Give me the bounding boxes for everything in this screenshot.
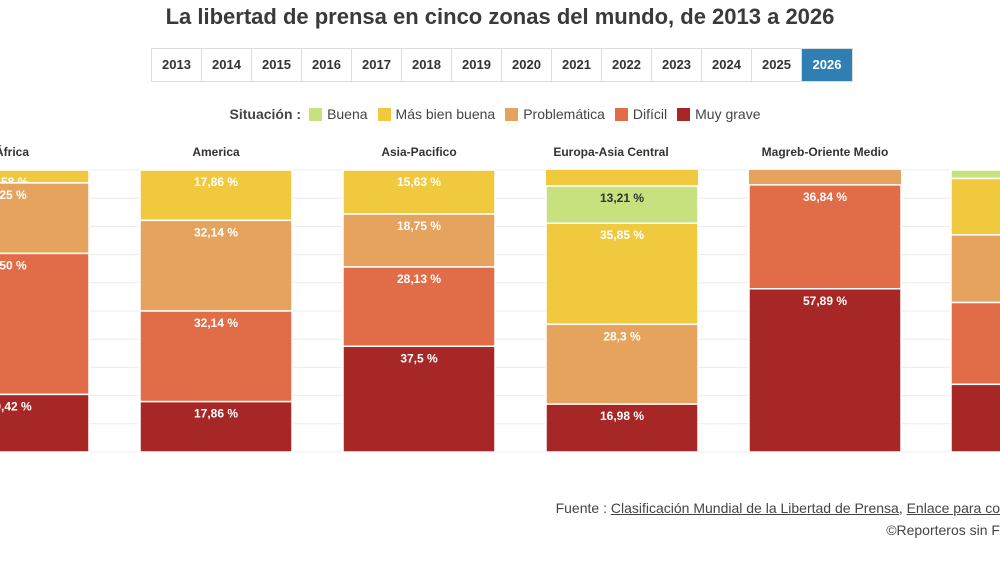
- legend-label: Difícil: [632, 106, 668, 122]
- bar-segment[interactable]: [342, 266, 496, 348]
- bar-segment[interactable]: [342, 213, 496, 268]
- bar-segment[interactable]: [950, 234, 1000, 304]
- bar-segment[interactable]: [0, 252, 90, 396]
- chart-title: La libertad de prensa en cinco zonas del…: [165, 4, 835, 29]
- year-button-2015[interactable]: 2015: [252, 49, 302, 81]
- data-label: 35,85 %: [600, 228, 644, 242]
- year-button-2020[interactable]: 2020: [502, 49, 552, 81]
- bar-segment[interactable]: [342, 345, 496, 453]
- category-label: Magreb-Oriente Medio: [762, 145, 889, 159]
- legend-item: Muy grave: [677, 106, 760, 122]
- source-link-more[interactable]: Enlace para co: [906, 500, 1000, 516]
- bar-segment[interactable]: [0, 182, 90, 255]
- legend-label: Buena: [327, 106, 368, 122]
- data-label: 15,63 %: [397, 175, 441, 189]
- legend-label: Muy grave: [695, 106, 761, 122]
- legend: Situación : Buena Más bien buena Problemát…: [0, 106, 1000, 122]
- bar-segment[interactable]: [950, 169, 1000, 180]
- year-button-2017[interactable]: 2017: [352, 49, 402, 81]
- legend-item: Problemática: [505, 106, 605, 122]
- bar-segment[interactable]: [545, 222, 699, 326]
- bar-segment[interactable]: [748, 288, 902, 453]
- data-label: 17,86 %: [194, 407, 238, 421]
- year-selector: 2013 2014 2015 2016 2017 2018 2019 2020 2021 2022…: [151, 48, 853, 82]
- bar-segment[interactable]: [748, 184, 902, 290]
- year-button-2014[interactable]: 2014: [202, 49, 252, 81]
- legend-title: Situación :: [229, 106, 302, 122]
- source-prefix: Fuente :: [555, 500, 611, 516]
- bar-segment[interactable]: [749, 170, 901, 185]
- data-label: 32,14 %: [194, 225, 238, 239]
- source-separator: ,: [898, 500, 907, 516]
- legend-swatch: [677, 107, 691, 121]
- data-label: 57,89 %: [803, 294, 847, 308]
- legend-item: Más bien buena: [377, 106, 496, 122]
- year-button-2022[interactable]: 2022: [602, 49, 652, 81]
- year-button-2019[interactable]: 2019: [452, 49, 502, 81]
- category-label: Europa-Asia Central: [553, 145, 668, 159]
- year-button-2023[interactable]: 2023: [652, 49, 702, 81]
- year-button-2024[interactable]: 2024: [702, 49, 752, 81]
- bar-segment[interactable]: [139, 219, 293, 312]
- source-link-ranking[interactable]: Clasificación Mundial de la Libertad de …: [610, 500, 899, 516]
- data-label: 17,86 %: [194, 175, 238, 189]
- legend-swatch: [505, 107, 519, 121]
- data-label: 16,98 %: [600, 409, 644, 423]
- data-label: 0,42 %: [0, 399, 32, 413]
- data-label: 32,14 %: [194, 316, 238, 330]
- data-label: 28,3 %: [603, 329, 641, 343]
- legend-item: Buena: [309, 106, 368, 122]
- legend-swatch: [377, 107, 391, 121]
- legend-swatch: [309, 107, 323, 121]
- bar-segment[interactable]: [0, 393, 90, 453]
- bar-segment[interactable]: [545, 403, 699, 453]
- category-label: America: [192, 145, 240, 159]
- year-button-2018[interactable]: 2018: [402, 49, 452, 81]
- data-label: 18,75 %: [397, 219, 441, 233]
- legend-label: Problemática: [523, 106, 605, 122]
- data-label: 13,21 %: [600, 191, 644, 205]
- category-label: Asia-Pacifico: [381, 145, 456, 159]
- bar-segment[interactable]: [950, 301, 1000, 386]
- bar-segment[interactable]: [545, 185, 699, 224]
- data-label: 28,13 %: [397, 272, 441, 286]
- legend-label: Más bien buena: [395, 106, 496, 122]
- bar-segment[interactable]: [950, 177, 1000, 236]
- legend-item: Difícil: [614, 106, 668, 122]
- copyright: ©Reporteros sin F: [886, 522, 1000, 538]
- bar-segment[interactable]: [139, 169, 293, 222]
- data-label: 50 %: [0, 258, 27, 272]
- year-button-2013[interactable]: 2013: [152, 49, 202, 81]
- bar-segment[interactable]: [139, 400, 293, 453]
- bar-segment[interactable]: [545, 323, 699, 405]
- data-label: 36,84 %: [803, 190, 847, 204]
- bar-segment[interactable]: [546, 170, 698, 186]
- data-label: 37,5 %: [400, 351, 438, 365]
- legend-swatch: [614, 107, 628, 121]
- bar-segment[interactable]: [139, 310, 293, 403]
- year-button-2016[interactable]: 2016: [302, 49, 352, 81]
- category-label: África: [0, 144, 29, 159]
- year-button-2025[interactable]: 2025: [752, 49, 802, 81]
- data-label: 25 %: [0, 188, 27, 202]
- source-line: Fuente : Clasificación Mundial de la Lib…: [556, 500, 1000, 516]
- year-button-2021[interactable]: 2021: [552, 49, 602, 81]
- year-button-2026[interactable]: 2026: [802, 49, 852, 81]
- bar-segment[interactable]: [950, 383, 1000, 453]
